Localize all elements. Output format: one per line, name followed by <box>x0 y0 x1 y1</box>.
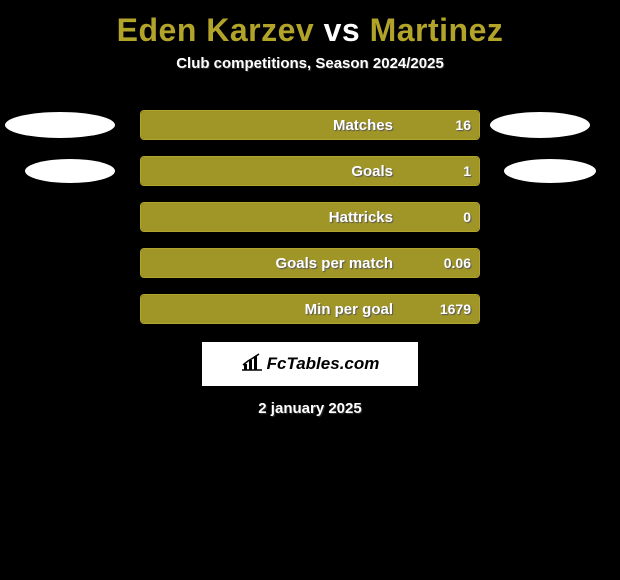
bar-track: Matches 16 <box>140 110 480 140</box>
stat-label: Hattricks <box>141 203 399 231</box>
left-ellipse <box>25 159 115 183</box>
stat-row: Goals per match 0.06 <box>0 240 620 286</box>
bar-track: Min per goal 1679 <box>140 294 480 324</box>
right-ellipse <box>490 112 590 138</box>
bar-track: Hattricks 0 <box>140 202 480 232</box>
stat-row: Goals 1 <box>0 148 620 194</box>
title-part: Martinez <box>370 12 504 48</box>
stat-value-right: 0 <box>463 203 471 231</box>
stat-row: Min per goal 1679 <box>0 286 620 332</box>
title-part: Eden Karzev <box>117 12 315 48</box>
bar-chart-icon <box>241 353 263 376</box>
right-ellipse <box>504 159 596 183</box>
stat-row: Matches 16 <box>0 102 620 148</box>
date: 2 january 2025 <box>0 400 620 417</box>
logo-box: FcTables.com <box>202 342 418 386</box>
stat-label: Min per goal <box>141 295 399 323</box>
stat-value-right: 1 <box>463 157 471 185</box>
stat-value-right: 1679 <box>440 295 471 323</box>
title-part: vs <box>314 12 369 48</box>
subtitle: Club competitions, Season 2024/2025 <box>0 55 620 72</box>
page-title: Eden Karzev vs Martinez <box>0 0 620 49</box>
left-ellipse <box>5 112 115 138</box>
stat-value-right: 16 <box>455 111 471 139</box>
bar-track: Goals 1 <box>140 156 480 186</box>
bar-track: Goals per match 0.06 <box>140 248 480 278</box>
stat-label: Goals per match <box>141 249 399 277</box>
stat-row: Hattricks 0 <box>0 194 620 240</box>
stat-label: Matches <box>141 111 399 139</box>
logo: FcTables.com <box>241 353 380 376</box>
stat-label: Goals <box>141 157 399 185</box>
chart-area: Matches 16 Goals 1 Hattricks 0 Goals per match… <box>0 102 620 332</box>
logo-text: FcTables.com <box>267 354 380 374</box>
comparison-infographic: Eden Karzev vs Martinez Club competition… <box>0 0 620 580</box>
stat-value-right: 0.06 <box>444 249 471 277</box>
